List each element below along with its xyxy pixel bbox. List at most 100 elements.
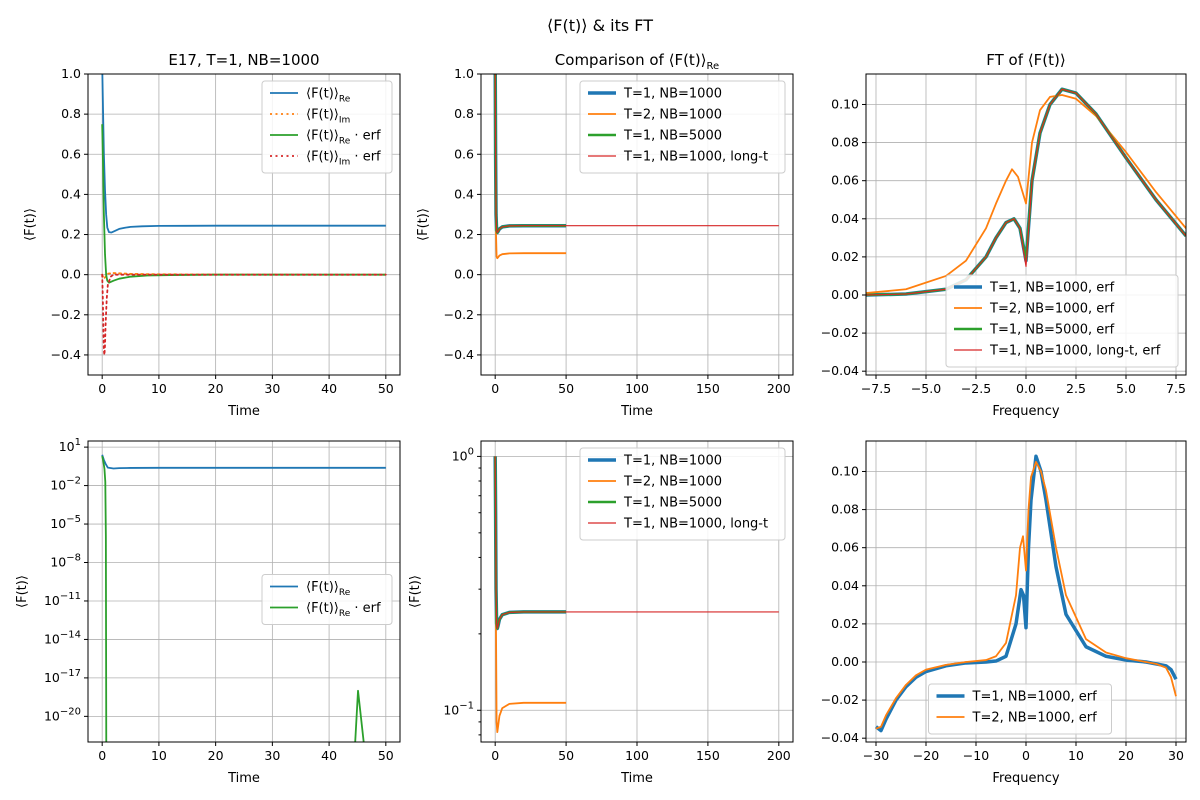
y-tick-label: 0.0 <box>61 267 81 282</box>
series-line-2 <box>354 689 365 742</box>
x-tick-label: 10 <box>151 748 167 763</box>
y-tick-label: 10−5 <box>50 514 81 531</box>
panel-top-right: −7.5 −5.0 −2.5 0.0 2.5 5.0 7.5 −0.04 −0.02 0.00 0.… <box>821 51 1187 419</box>
y-axis-label: ⟨F(t)⟩ <box>416 208 431 241</box>
series-line-3 <box>101 124 386 284</box>
x-tick-label: 40 <box>321 381 337 396</box>
legend-entry-label: T=1, NB=1000, long-t <box>623 150 768 165</box>
legend-entry-label: T=1, NB=1000, long-t <box>623 517 768 532</box>
y-tick-label: 0.10 <box>831 96 859 111</box>
x-axis-label: Time <box>620 771 653 786</box>
y-tick-label: 10−1 <box>443 700 474 717</box>
legend-box <box>579 80 786 174</box>
y-tick-label: 10−14 <box>44 629 81 646</box>
y-tick-label: −0.04 <box>821 363 859 378</box>
y-tick-label: 0.10 <box>831 463 859 478</box>
x-tick-label: 0 <box>98 381 106 396</box>
x-tick-label: −2.5 <box>961 381 991 396</box>
y-tick-label: 0.02 <box>831 616 859 631</box>
y-tick-label: 10−20 <box>44 706 81 723</box>
legend-entry-label: T=1, NB=5000 <box>623 496 722 511</box>
legend-entry-label: ⟨F(t)⟩Im · erf <box>306 150 381 168</box>
y-tick-label: −0.4 <box>444 347 474 362</box>
x-tick-label: 30 <box>1168 748 1184 763</box>
axes-frame <box>480 73 794 376</box>
x-axis-label: Time <box>620 404 653 419</box>
panel-top-left: 0 10 20 30 40 50 −0.4 −0.2 0.0 0.2 0.4 0.6 0.8 1.0 E17… <box>23 51 401 419</box>
axes-frame <box>865 440 1187 743</box>
y-tick-label: 0.2 <box>61 227 81 242</box>
y-tick-label: 0.0 <box>454 267 474 282</box>
x-tick-label: 50 <box>558 748 574 763</box>
y-tick-label: 1.0 <box>454 66 474 81</box>
x-tick-label: −30 <box>863 748 889 763</box>
series-line-1 <box>101 454 386 470</box>
panel-bottom-right: −30 −20 −10 0 10 20 30 −0.04 −0.02 0.00 0.02 0.04 0.… <box>821 440 1187 786</box>
x-tick-label: 0 <box>491 748 499 763</box>
series-line-1 <box>101 74 386 234</box>
legend: T=1, NB=1000, erf T=2, NB=1000, erf T=1, N… <box>945 274 1179 368</box>
panel-top-middle: 0 50 100 150 200 −0.4 −0.2 0.0 0.2 0.4 0.6 0.8 1.0 Co… <box>416 51 794 419</box>
x-tick-label: 50 <box>558 381 574 396</box>
series-line-4 <box>101 273 387 356</box>
legend-entry-label: T=1, NB=5000, erf <box>989 323 1115 338</box>
legend-entry-label: T=2, NB=1000, erf <box>989 302 1115 317</box>
x-tick-label: 40 <box>321 748 337 763</box>
x-tick-label: 0 <box>1022 748 1030 763</box>
x-tick-label: −20 <box>913 748 939 763</box>
series-line-2 <box>101 455 108 742</box>
legend-entry-label: T=2, NB=1000, erf <box>972 711 1098 726</box>
series-line-3 <box>493 456 567 630</box>
y-tick-label: 0.00 <box>831 287 859 302</box>
y-tick-label: 0.6 <box>454 146 474 161</box>
series-line-1 <box>493 74 567 235</box>
x-tick-label: 50 <box>378 381 394 396</box>
legend-entry-label: T=2, NB=1000 <box>623 108 722 123</box>
x-tick-label: −10 <box>963 748 989 763</box>
legend-box <box>579 447 786 541</box>
series-line-2 <box>494 74 567 260</box>
y-axis-label: ⟨F(t)⟩ <box>23 208 38 241</box>
series-line-1 <box>874 454 1178 733</box>
y-axis-label: ⟨F(t)⟩ <box>408 575 423 608</box>
y-tick-label: −0.2 <box>444 307 474 322</box>
x-tick-label: 100 <box>625 748 649 763</box>
x-tick-label: 20 <box>208 381 224 396</box>
axes-frame <box>865 73 1187 376</box>
legend-entry-label: ⟨F(t)⟩Re · erf <box>306 601 381 619</box>
legend-entry-label: T=1, NB=5000 <box>623 129 722 144</box>
legend-entry-label: T=1, NB=1000, erf <box>972 690 1098 705</box>
x-tick-label: 10 <box>151 381 167 396</box>
x-tick-label: 0 <box>98 748 106 763</box>
y-tick-label: 0.06 <box>831 540 859 555</box>
y-tick-label: 0.00 <box>831 654 859 669</box>
series-line-3 <box>493 74 567 234</box>
x-tick-label: 20 <box>208 748 224 763</box>
y-tick-label: 0.08 <box>831 502 859 517</box>
legend-entry-label: T=1, NB=1000 <box>623 454 722 469</box>
x-tick-label: 0 <box>491 381 499 396</box>
y-tick-label: 100 <box>452 446 474 463</box>
x-tick-label: 30 <box>264 748 280 763</box>
y-tick-label: 10−2 <box>50 476 81 493</box>
y-tick-label: 0.06 <box>831 173 859 188</box>
y-axis-label: ⟨F(t)⟩ <box>15 575 30 608</box>
x-tick-label: 10 <box>1068 748 1084 763</box>
legend-box <box>945 274 1179 368</box>
x-tick-label: 30 <box>264 381 280 396</box>
y-tick-label: 1.0 <box>61 66 81 81</box>
axes-frame <box>87 73 401 376</box>
legend-entry-label: T=1, NB=1000, erf <box>989 281 1115 296</box>
y-tick-label: 0.8 <box>454 106 474 121</box>
series-line-4 <box>494 456 779 630</box>
legend: ⟨F(t)⟩Re⟨F(t)⟩Re · erf <box>261 574 393 625</box>
x-tick-label: 100 <box>625 381 649 396</box>
y-tick-label: 0.2 <box>454 227 474 242</box>
x-tick-label: 20 <box>1118 748 1134 763</box>
series-line-4 <box>494 74 779 234</box>
x-axis-label: Frequency <box>992 771 1059 786</box>
legend-entry-label: T=2, NB=1000 <box>623 475 722 490</box>
x-tick-label: 200 <box>767 748 791 763</box>
axes-title: Comparison of ⟨F(t)⟩Re <box>555 51 719 72</box>
